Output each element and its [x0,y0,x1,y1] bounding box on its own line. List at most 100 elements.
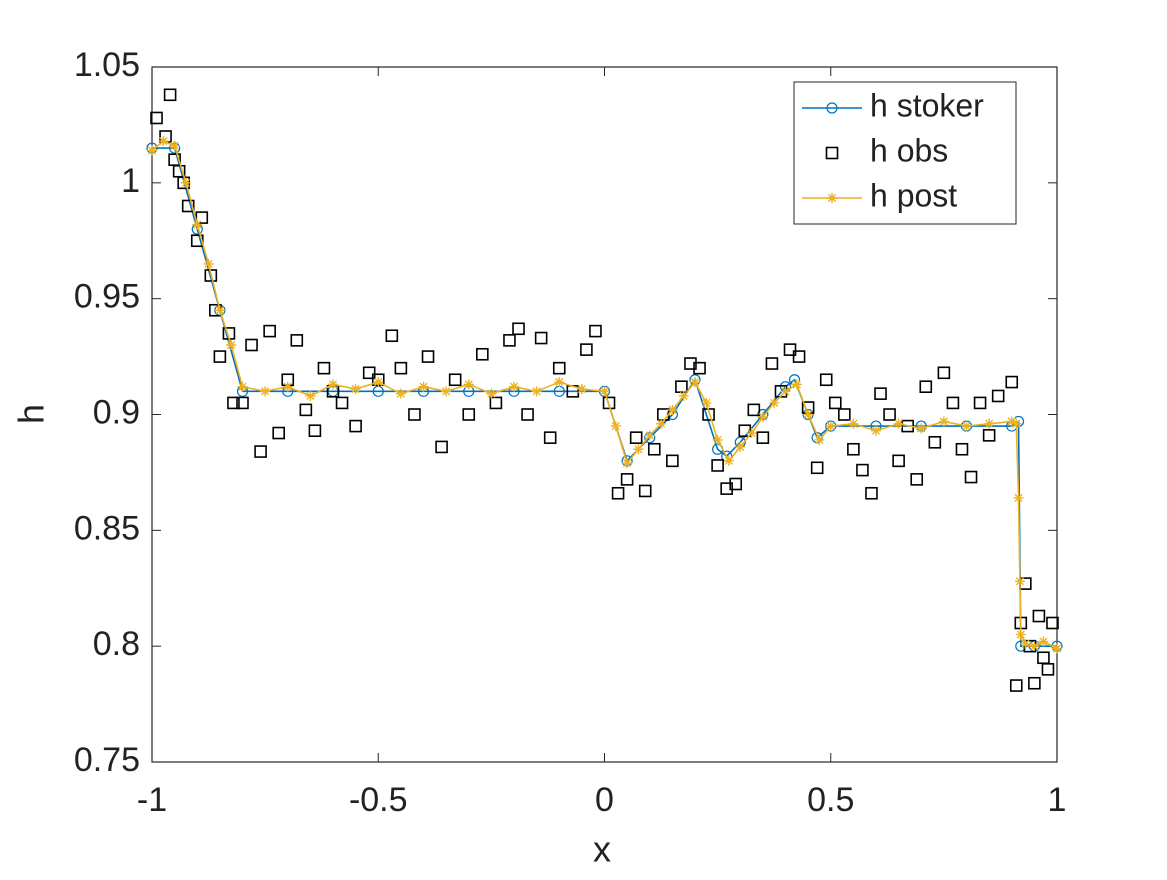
marker-square [534,331,548,345]
marker-square [512,322,525,336]
marker-square [684,357,697,370]
marker-square [1032,609,1046,623]
legend-marker [825,146,839,160]
marker-square [317,361,331,375]
marker-square [421,350,435,363]
marker-square [611,486,625,500]
marker-square [666,454,679,468]
marker-square [543,431,557,444]
marker-square [385,329,399,343]
marker-square [150,111,163,125]
marker-square [362,366,376,380]
marker-asterisk [282,381,293,392]
marker-asterisk [328,379,338,390]
marker-square [1009,679,1023,692]
marker-asterisk [214,305,225,316]
marker-asterisk [158,136,169,147]
y-axis-label: h [11,404,52,424]
marker-square [163,88,177,102]
y-tick-label: 0.85 [74,509,140,547]
marker-square [236,396,249,410]
marker-square [919,380,933,394]
marker-asterisk [791,379,802,390]
marker-asterisk [1011,418,1022,429]
marker-square [865,486,878,500]
marker-square [1046,616,1059,630]
marker-asterisk [610,421,621,432]
marker-square [629,431,643,444]
marker-asterisk [644,430,655,441]
marker-asterisk [893,418,904,429]
marker-square [521,408,534,421]
marker-square [964,470,978,484]
marker-square [729,477,743,491]
marker-asterisk [1006,416,1017,427]
marker-square [765,357,779,370]
marker-square [245,338,258,352]
marker-square [675,380,688,394]
marker-asterisk [916,423,927,434]
marker-asterisk [260,386,271,397]
marker-square [213,350,227,363]
marker-asterisk [678,390,689,401]
marker-asterisk [147,145,157,156]
marker-asterisk [622,458,633,469]
marker-square [647,442,661,456]
marker-square [991,389,1005,403]
x-tick-label: 0.5 [807,781,854,819]
marker-asterisk [803,409,814,420]
marker-asterisk [226,340,237,350]
x-tick-label: -0.5 [349,781,408,819]
marker-asterisk [373,377,384,388]
marker-asterisk [712,434,723,445]
marker-square [720,482,733,495]
marker-asterisk [780,386,791,397]
marker-square [819,373,833,387]
marker-square [349,419,362,433]
marker-square [435,440,448,454]
marker-asterisk [509,381,519,392]
marker-square [783,343,797,356]
legend-label: h stoker [870,87,984,123]
marker-asterisk [441,386,452,397]
marker-asterisk [701,397,712,408]
marker-square [1041,663,1055,676]
x-tick-label: 0 [595,781,614,819]
marker-asterisk [418,381,429,392]
marker-asterisk [961,421,972,432]
marker-square [552,361,566,375]
x-tick-label: -1 [137,781,167,819]
marker-asterisk [814,434,825,445]
marker-square [263,324,276,338]
marker-square [462,408,476,421]
marker-asterisk [395,388,406,399]
marker-asterisk [746,428,757,439]
marker-square [946,396,960,410]
marker-asterisk [1052,643,1062,654]
marker-asterisk [1015,629,1026,640]
marker-square [892,454,905,468]
marker-asterisk [848,418,859,429]
marker-square [602,396,616,410]
marker-square [476,347,489,361]
marker-asterisk [769,397,780,408]
marker-square [408,408,421,421]
marker-asterisk [825,421,836,432]
marker-square [738,424,752,438]
marker-square [973,396,987,410]
marker-asterisk [1014,576,1025,587]
marker-asterisk [757,411,768,422]
marker-square [810,461,824,475]
y-tick-label: 0.8 [93,625,140,663]
marker-asterisk [169,140,180,151]
x-axis-label: x [593,829,611,870]
marker-square [1028,676,1041,690]
marker-asterisk [203,258,214,269]
legend-marker [826,102,838,114]
marker-asterisk [938,416,949,427]
marker-square [693,361,706,375]
marker-asterisk [1013,492,1024,503]
marker-asterisk [656,418,667,429]
marker-square [982,429,996,442]
marker-asterisk [237,381,248,392]
